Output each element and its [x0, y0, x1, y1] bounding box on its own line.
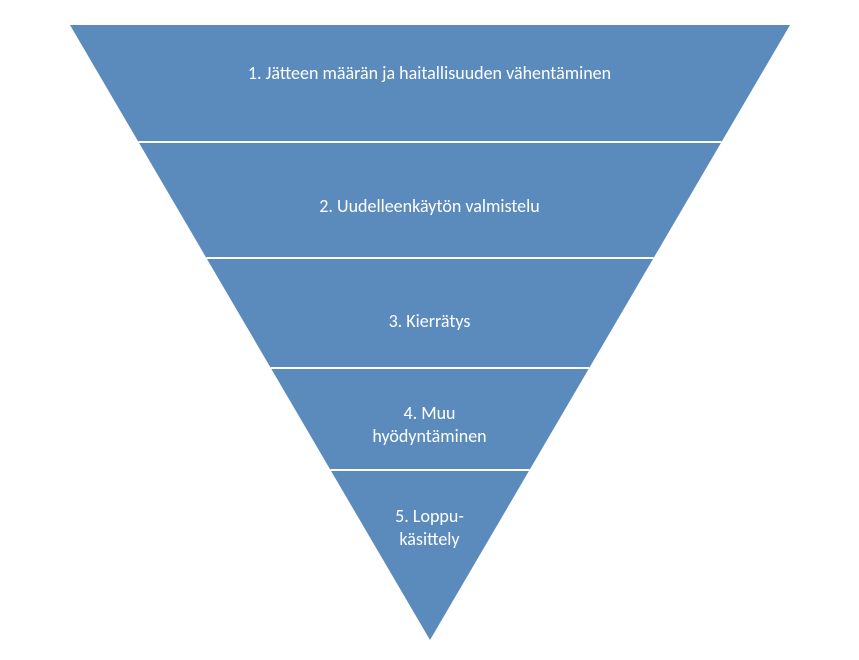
pyramid-triangle	[70, 25, 790, 640]
inverted-pyramid-diagram: 1. Jätteen määrän ja haitallisuuden vähe…	[0, 0, 859, 660]
pyramid-svg	[0, 0, 859, 660]
